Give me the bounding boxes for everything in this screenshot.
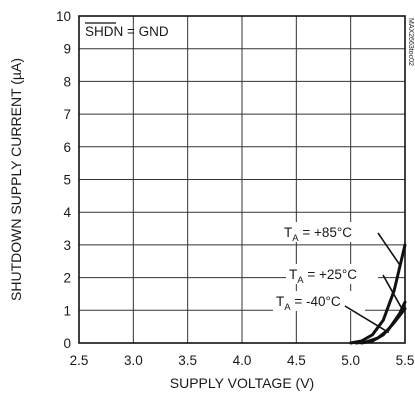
series-label-bg	[281, 222, 373, 242]
x-tick-label: 4.5	[287, 353, 306, 368]
series-label: TA = +85°C	[284, 225, 352, 244]
series-leader-line	[382, 274, 404, 311]
x-tick-label: 2.5	[70, 353, 89, 368]
y-tick-label: 7	[63, 107, 71, 122]
series-label-subscript: A	[292, 233, 299, 244]
y-tick-label: 8	[63, 74, 71, 89]
y-tick-label: 4	[63, 205, 71, 220]
y-tick-label: 2	[63, 271, 71, 286]
series-label-prefix: T	[284, 225, 292, 240]
x-tick-label: 3.0	[124, 353, 143, 368]
x-tick-label: 5.5	[396, 353, 415, 368]
condition-rest-text: = GND	[123, 24, 169, 39]
curves	[349, 243, 407, 345]
series-leader-line	[377, 232, 402, 267]
x-tick-label: 5.0	[341, 353, 360, 368]
x-tick-labels: 2.5 3.0 3.5 4.0 4.5 5.0 5.5	[70, 353, 415, 368]
condition-overline-text: SHDN	[85, 24, 123, 39]
watermark-text: MAX2663toc02	[407, 18, 414, 66]
condition-label: SHDN = GND	[85, 22, 169, 39]
x-tick-label: 3.5	[178, 353, 197, 368]
y-tick-label: 3	[63, 238, 71, 253]
y-tick-label: 6	[63, 140, 71, 155]
series-label-prefix: T	[276, 294, 284, 309]
series-label-bg	[286, 264, 378, 284]
series-label-suffix: = +85°C	[299, 225, 353, 240]
series-line	[360, 307, 407, 345]
series-label-suffix: = +25°C	[304, 267, 358, 282]
series-label-subscript: A	[284, 302, 291, 313]
x-axis-label: SUPPLY VOLTAGE (V)	[170, 375, 314, 391]
y-tick-label: 1	[63, 303, 71, 318]
condition-text: SHDN = GND	[85, 24, 169, 39]
series-labels: TA = +85°CTA = +25°CTA = -40°C	[273, 222, 404, 334]
y-tick-label: 10	[56, 9, 71, 24]
y-tick-label: 5	[63, 173, 71, 188]
series-label-prefix: T	[289, 267, 297, 282]
series-label-suffix: = -40°C	[291, 294, 341, 309]
series-label: TA = -40°C	[276, 294, 341, 313]
y-tick-labels: 0 1 2 3 4 5 6 7 8 9 10	[56, 9, 72, 351]
series-leader-line	[344, 305, 390, 334]
series-label-subscript: A	[297, 275, 304, 286]
y-axis-label: SHUTDOWN SUPPLY CURRENT (µA)	[8, 58, 24, 301]
y-tick-label: 0	[63, 336, 71, 351]
series-label-bg	[273, 291, 365, 311]
x-tick-label: 4.0	[233, 353, 252, 368]
series-label: TA = +25°C	[289, 267, 357, 286]
y-tick-label: 9	[63, 42, 71, 57]
plot-frame	[78, 15, 406, 344]
